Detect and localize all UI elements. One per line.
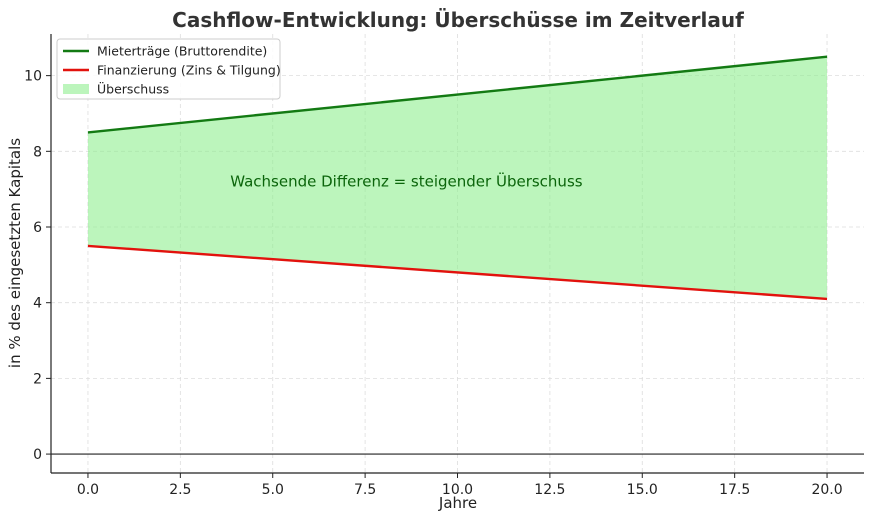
annotations: Wachsende Differenz = steigender Übersch… [230, 172, 583, 191]
series-line-financing [87, 244, 828, 301]
x-tick-label: 17.5 [719, 482, 750, 498]
y-tick-label: 8 [33, 144, 42, 160]
y-tick-label: 10 [24, 69, 42, 85]
axes: 0.0 2.5 5.0 7.5 10.0 12.5 15.0 17.5 20.0 0 2 4 6 8 10 [24, 34, 864, 498]
y-axis-label: in % des eingesetzten Kapitals [6, 138, 24, 368]
x-tick-label: 20.0 [811, 482, 842, 498]
y-tick-label: 0 [33, 447, 42, 463]
y-tick-label: 4 [33, 296, 42, 312]
x-tick-label: 7.5 [354, 482, 376, 498]
x-axis-label: Jahre [438, 494, 477, 512]
legend-label: Mieterträge (Bruttorendite) [97, 44, 267, 59]
legend-swatch-area [63, 84, 89, 94]
x-tick-label: 10.0 [442, 482, 473, 498]
series-line-rental [87, 55, 828, 134]
x-tick-label: 0.0 [77, 482, 99, 498]
legend: Mieterträge (Bruttorendite) Finanzierung … [56, 38, 281, 100]
fill-area-layer [87, 56, 828, 299]
surplus-area [87, 56, 828, 299]
labels: Cashflow-Entwicklung: Überschüsse im Zei… [6, 8, 744, 512]
x-tick-label: 2.5 [169, 482, 191, 498]
x-tick-label: 12.5 [534, 482, 565, 498]
x-tick-label: 5.0 [262, 482, 284, 498]
x-tick-label: 15.0 [627, 482, 658, 498]
series-lines [87, 55, 828, 301]
legend-label: Überschuss [97, 81, 169, 97]
y-tick-label: 2 [33, 371, 42, 387]
chart-title: Cashflow-Entwicklung: Überschüsse im Zei… [172, 8, 744, 32]
y-tick-label: 6 [33, 220, 42, 236]
annotation-text: Wachsende Differenz = steigender Übersch… [230, 172, 583, 191]
legend-box [56, 38, 281, 100]
legend-label: Finanzierung (Zins & Tilgung) [97, 63, 281, 78]
